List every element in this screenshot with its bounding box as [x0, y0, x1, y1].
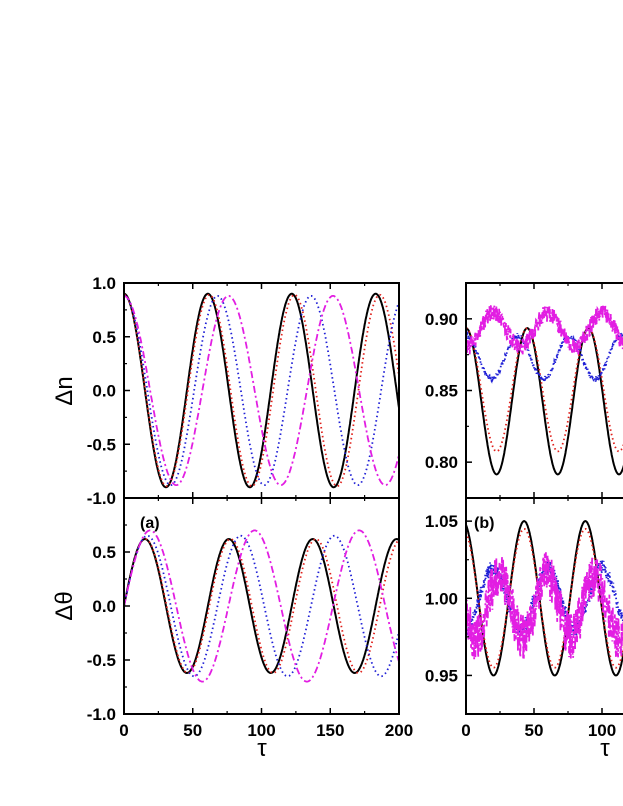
y-tick-label: -0.5 — [87, 651, 116, 670]
series-line — [124, 534, 399, 678]
series-line — [466, 552, 623, 660]
y-tick-label: 0.85 — [425, 382, 458, 401]
y-tick-label: 0.95 — [425, 666, 458, 685]
series-line — [124, 293, 399, 488]
tick-group: 0 50 100 0.95 1.00 1.05 — [425, 498, 616, 740]
tick-group: 0.80 0.85 0.90 — [425, 282, 603, 499]
tick-group: -1.0 -0.5 0.0 0.5 1.0 — [87, 274, 400, 508]
y-tick-label: -1.0 — [87, 705, 116, 724]
panel-bottom-right: 0 50 100 0.95 1.00 1.05 τ (b) — [425, 497, 623, 762]
tick-group: 0 50 100 150 200 -1.0 -0.5 0.0 0.5 — [87, 497, 413, 740]
x-axis-label: τ — [600, 735, 610, 762]
plot-frame — [465, 497, 623, 715]
series-line — [466, 327, 623, 453]
y-tick-label: 1.0 — [92, 274, 116, 293]
x-tick-label: 100 — [588, 721, 616, 740]
y-tick-label: -0.5 — [87, 435, 116, 454]
x-tick-label: 150 — [316, 721, 344, 740]
x-tick-label: 0 — [461, 721, 470, 740]
y-tick-label: 1.00 — [425, 589, 458, 608]
panel-delta-n: -1.0 -0.5 0.0 0.5 1.0 Δn — [51, 274, 400, 508]
series-line — [466, 330, 623, 385]
series-line — [124, 294, 399, 487]
series-group — [124, 529, 399, 683]
x-tick-label: 0 — [119, 721, 128, 740]
panel-annotation: (a) — [140, 515, 160, 532]
series-line — [466, 304, 623, 355]
series-group — [466, 520, 623, 677]
series-group — [124, 292, 399, 489]
x-tick-label: 50 — [525, 721, 544, 740]
series-line — [466, 327, 623, 476]
y-tick-label: 0.5 — [92, 328, 116, 347]
x-tick-label: 100 — [247, 721, 275, 740]
y-axis-label: Δθ — [51, 591, 78, 620]
series-group — [466, 304, 623, 476]
y-tick-label: 0.0 — [92, 597, 116, 616]
panel-delta-theta: 0 50 100 150 200 -1.0 -0.5 0.0 0.5 Δθ τ (a) — [51, 497, 413, 762]
y-tick-label: 0.5 — [92, 543, 116, 562]
y-tick-label: 1.05 — [425, 512, 458, 531]
y-tick-label: 0.80 — [425, 453, 458, 472]
series-line — [124, 294, 399, 487]
panel-top-right: 0.80 0.85 0.90 — [425, 282, 623, 499]
series-line — [466, 520, 623, 677]
y-axis-label: Δn — [51, 376, 78, 405]
y-tick-label: -1.0 — [87, 489, 116, 508]
panel-annotation: (b) — [474, 515, 494, 532]
x-tick-label: 200 — [385, 721, 413, 740]
series-line — [466, 528, 623, 669]
x-tick-label: 50 — [183, 721, 202, 740]
series-line — [124, 292, 399, 489]
x-axis-label: τ — [257, 735, 267, 762]
y-tick-label: 0.0 — [92, 382, 116, 401]
y-tick-label: 0.90 — [425, 310, 458, 329]
